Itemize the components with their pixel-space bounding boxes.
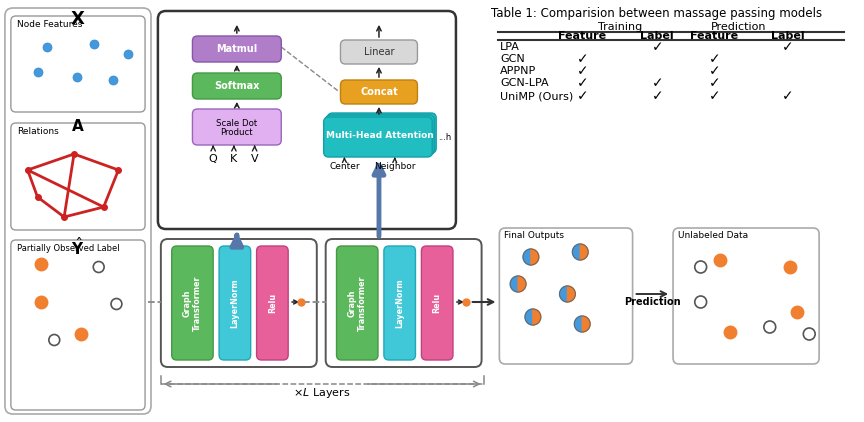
Text: Relu: Relu [268,293,276,313]
FancyBboxPatch shape [257,246,289,360]
Polygon shape [582,316,590,332]
FancyBboxPatch shape [161,239,317,367]
Text: ✓: ✓ [708,76,721,90]
Text: Neighbor: Neighbor [374,162,416,171]
Text: Softmax: Softmax [214,81,259,91]
Text: Training: Training [598,22,642,32]
Text: ✓: ✓ [651,40,663,54]
FancyBboxPatch shape [11,16,145,112]
Polygon shape [511,276,518,292]
FancyBboxPatch shape [193,109,282,145]
Text: Linear: Linear [364,47,394,57]
Text: Label: Label [640,31,674,41]
Text: Node Features: Node Features [16,20,82,29]
Text: ✓: ✓ [708,89,721,103]
Text: ✓: ✓ [651,76,663,90]
Text: UniMP (Ours): UniMP (Ours) [500,91,574,101]
FancyBboxPatch shape [499,228,632,364]
FancyBboxPatch shape [326,115,435,155]
Polygon shape [531,249,539,265]
Circle shape [49,335,60,346]
Text: $\times L$ Layers: $\times L$ Layers [293,386,351,400]
Text: Partially Observed Label: Partially Observed Label [16,244,119,253]
FancyBboxPatch shape [324,117,432,157]
Text: LPA: LPA [500,42,520,52]
Text: Prediction: Prediction [624,297,681,307]
FancyBboxPatch shape [384,246,416,360]
Polygon shape [581,244,588,260]
Text: Feature: Feature [690,31,739,41]
Text: ✓: ✓ [782,40,793,54]
FancyBboxPatch shape [336,246,378,360]
Text: GCN: GCN [500,54,525,64]
Text: Graph
Transformer: Graph Transformer [347,275,367,331]
Circle shape [695,261,707,273]
Polygon shape [523,249,531,265]
Text: Prediction: Prediction [710,22,766,32]
FancyBboxPatch shape [11,123,145,230]
Polygon shape [575,316,582,332]
Polygon shape [572,244,581,260]
FancyBboxPatch shape [340,80,417,104]
Text: K: K [231,154,238,164]
Text: Feature: Feature [558,31,607,41]
Text: Relu: Relu [433,293,442,313]
Text: LayerNorm: LayerNorm [395,278,404,328]
Text: V: V [251,154,258,164]
Polygon shape [525,309,533,325]
FancyBboxPatch shape [193,36,282,62]
Text: Multi-Head Attention: Multi-Head Attention [326,130,434,140]
Text: ...h: ...h [438,133,451,141]
FancyBboxPatch shape [422,246,453,360]
FancyBboxPatch shape [673,228,819,364]
FancyBboxPatch shape [11,240,145,410]
Text: ✓: ✓ [576,89,588,103]
FancyBboxPatch shape [193,73,282,99]
Text: APPNP: APPNP [500,66,537,76]
Text: ✓: ✓ [576,76,588,90]
Text: ✓: ✓ [708,52,721,66]
Circle shape [764,321,776,333]
Text: Table 1: Comparision between massage passing models: Table 1: Comparision between massage pas… [491,7,822,20]
FancyBboxPatch shape [219,246,251,360]
Text: ✓: ✓ [651,89,663,103]
Text: Relations: Relations [16,127,59,136]
Circle shape [804,328,815,340]
Polygon shape [560,286,568,302]
Polygon shape [568,286,575,302]
Text: Matmul: Matmul [216,44,257,54]
Text: $\mathbf{A}$: $\mathbf{A}$ [71,118,85,134]
Text: GCN-LPA: GCN-LPA [500,78,549,88]
Text: Scale Dot: Scale Dot [216,119,257,127]
FancyBboxPatch shape [172,246,213,360]
Text: ✓: ✓ [576,52,588,66]
Text: Q: Q [209,154,218,164]
Text: $\hat{\mathbf{Y}}$: $\hat{\mathbf{Y}}$ [72,236,85,258]
Text: ✓: ✓ [782,89,793,103]
FancyBboxPatch shape [5,8,151,414]
Polygon shape [533,309,541,325]
Text: Label: Label [771,31,804,41]
Text: Center: Center [329,162,359,171]
Text: Unlabeled Data: Unlabeled Data [678,231,748,240]
FancyBboxPatch shape [158,11,456,229]
Text: Graph
Transformer: Graph Transformer [183,275,202,331]
Text: Concat: Concat [360,87,397,97]
Text: ✓: ✓ [708,64,721,78]
Circle shape [93,262,105,273]
Circle shape [111,298,122,309]
Text: ✓: ✓ [576,64,588,78]
Text: Final Outputs: Final Outputs [505,231,564,240]
Text: $\mathbf{X}$: $\mathbf{X}$ [70,10,86,28]
Text: Product: Product [220,127,253,136]
FancyBboxPatch shape [340,40,417,64]
Polygon shape [518,276,526,292]
FancyBboxPatch shape [326,239,481,367]
Circle shape [695,296,707,308]
FancyBboxPatch shape [327,113,436,153]
Text: LayerNorm: LayerNorm [231,278,239,328]
